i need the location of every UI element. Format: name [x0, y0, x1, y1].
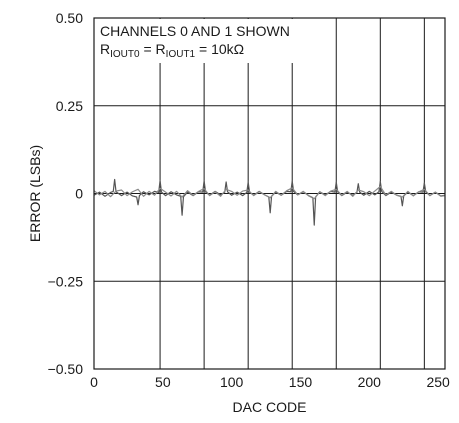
x-tick-label-3: 150	[289, 374, 313, 390]
annotation-line-2: RIOUT0 = RIOUT1 = 10kΩ	[100, 41, 244, 60]
x-tick-label-1: 50	[155, 374, 171, 390]
y-tick-label-3: −0.25	[48, 273, 84, 289]
y-tick-labels: 0.50 0.25 0 −0.25 −0.50	[48, 10, 84, 377]
series-line-1	[93, 185, 446, 200]
y-axis-label: ERROR (LSBs)	[27, 145, 43, 242]
x-axis-label: DAC CODE	[233, 399, 307, 415]
x-tick-label-5: 250	[426, 374, 450, 390]
y-tick-label-1: 0.25	[56, 98, 83, 114]
y-tick-label-4: −0.50	[48, 361, 84, 377]
annotation-value: = 10kΩ	[195, 41, 244, 57]
y-tick-label-0: 0.50	[56, 10, 83, 26]
annotation-line-1: CHANNELS 0 AND 1 SHOWN	[100, 23, 290, 39]
annotation-sub2: IOUT1	[166, 49, 196, 60]
plot-frame	[93, 17, 446, 370]
annotation-eq: =	[140, 41, 156, 57]
series-line-0	[93, 178, 446, 226]
annotation-r1: R	[100, 41, 110, 57]
annotation-sub1: IOUT0	[110, 49, 140, 60]
x-tick-labels: 0 50 100 150 200 250	[90, 374, 450, 390]
x-tick-label-0: 0	[90, 374, 98, 390]
annotation-r2: R	[156, 41, 166, 57]
x-tick-label-2: 100	[220, 374, 244, 390]
y-tick-label-2: 0	[75, 186, 83, 202]
x-tick-label-4: 200	[358, 374, 382, 390]
annotation-background	[95, 19, 321, 63]
series-group	[93, 178, 446, 226]
grid-lines	[94, 18, 445, 369]
